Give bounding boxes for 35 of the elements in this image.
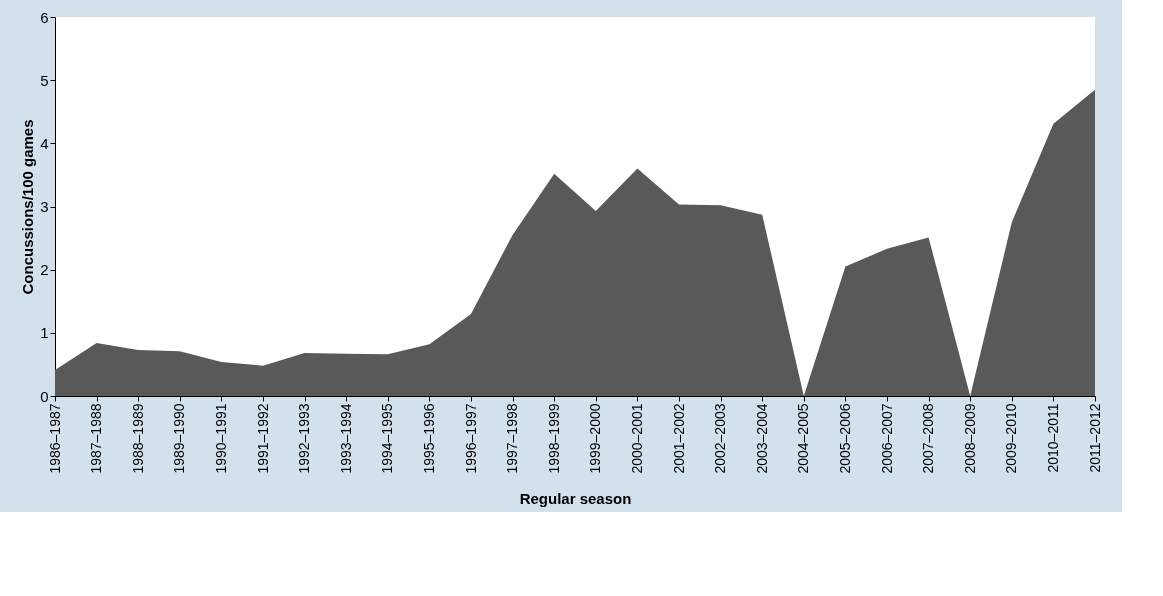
x-tick-label: 1991–1992	[254, 403, 271, 474]
y-tick-label: 3	[40, 198, 49, 215]
y-tick-label: 2	[40, 261, 49, 279]
x-tick-label: 1990–1991	[212, 403, 229, 474]
y-tick-label: 1	[40, 324, 49, 342]
x-tick-label: 1987–1988	[88, 403, 105, 474]
x-tick-label: 1994–1995	[379, 403, 396, 474]
x-tick-label: 1988–1989	[129, 403, 146, 474]
x-tick-label: 2001–2002	[670, 403, 687, 474]
x-tick-label: 2005–2006	[836, 403, 853, 474]
x-tick-label: 2008–2009	[961, 403, 978, 474]
x-tick-label: 2010–2011	[1044, 403, 1061, 473]
x-tick-label: 1992–1993	[296, 403, 313, 474]
x-tick-label: 1986–1987	[46, 403, 63, 474]
x-tick-label: 1996–1997	[462, 403, 479, 474]
y-axis-title: Concussions/100 games	[19, 119, 37, 295]
x-tick-label: 2003–2004	[753, 403, 770, 474]
x-tick-label: 2004–2005	[795, 403, 812, 474]
x-tick-label: 1998–1999	[545, 403, 562, 474]
x-tick-label: 2009–2010	[1003, 403, 1020, 474]
y-tick-label: 4	[40, 134, 49, 152]
x-tick-label: 2002–2003	[712, 403, 729, 474]
x-tick-label: 2011–2012	[1086, 403, 1103, 473]
y-tick-label: 0	[40, 387, 49, 405]
x-tick-label: 1999–2000	[587, 403, 604, 474]
y-tick-label: 5	[40, 71, 49, 89]
x-tick-label: 1997–1998	[504, 403, 521, 474]
x-tick-label: 1993–1994	[337, 403, 354, 474]
x-tick-label: 1989–1990	[171, 403, 188, 474]
x-tick-label: 2006–2007	[878, 403, 895, 474]
x-tick-label: 2000–2001	[628, 403, 645, 474]
x-tick-label: 2007–2008	[920, 403, 937, 474]
y-tick-label: 6	[40, 8, 49, 26]
x-tick-label: 1995–1996	[420, 403, 437, 474]
x-axis-title: Regular season	[519, 489, 632, 507]
